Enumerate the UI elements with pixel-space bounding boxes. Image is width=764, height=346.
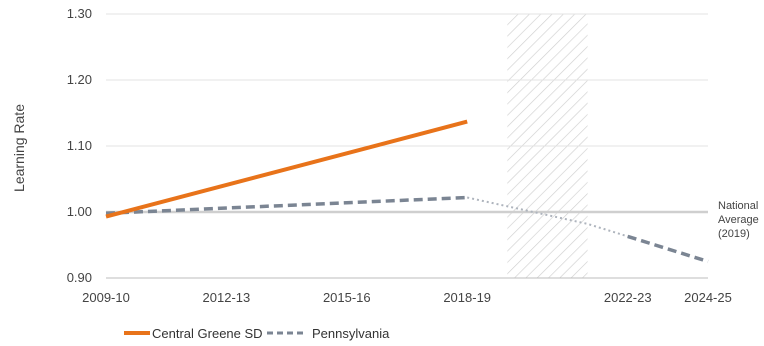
y-tick-label: 1.30: [67, 6, 92, 21]
legend-label-central-greene: Central Greene SD: [152, 326, 263, 341]
y-tick-label: 1.10: [67, 138, 92, 153]
x-tick-label: 2015-16: [323, 290, 371, 305]
reference-label-line-2: Average: [718, 214, 759, 226]
y-tick-label: 1.00: [67, 204, 92, 219]
reference-label-line-3: (2019): [718, 228, 750, 240]
x-tick-label: 2022-23: [604, 290, 652, 305]
series-continuation-pennsylvania: [627, 234, 709, 264]
legend: Central Greene SD Pennsylvania: [124, 326, 390, 341]
reference-label-line-1: National: [718, 200, 758, 212]
series-line-pennsylvania: [105, 195, 468, 216]
legend-label-pennsylvania: Pennsylvania: [312, 326, 390, 341]
series-line-central-greene: [105, 119, 468, 219]
y-tick-label: 0.90: [67, 270, 92, 285]
y-tick-label: 1.20: [67, 72, 92, 87]
series-projection-pennsylvania: [466, 196, 628, 238]
x-tick-label: 2012-13: [203, 290, 251, 305]
reference-line-label: National Average (2019): [718, 200, 762, 240]
x-tick-label: 2024-25: [684, 290, 732, 305]
y-axis-title: Learning Rate: [11, 104, 27, 192]
x-tick-label: 2009-10: [82, 290, 130, 305]
x-tick-label: 2018-19: [443, 290, 491, 305]
